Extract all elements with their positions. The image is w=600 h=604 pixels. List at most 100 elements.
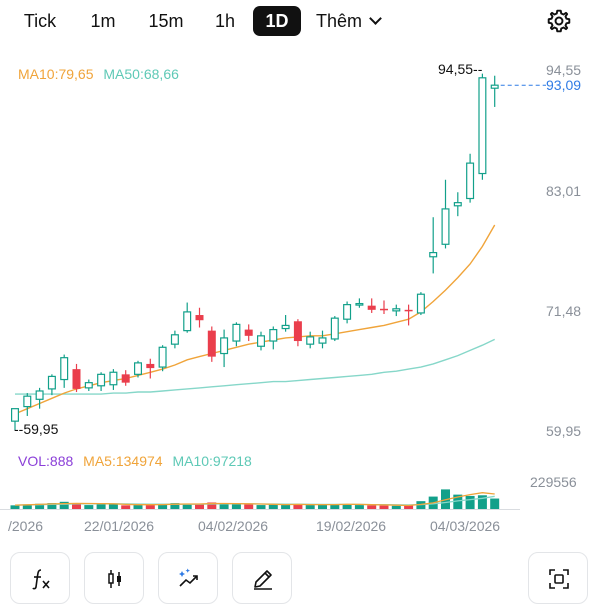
volume-bar <box>244 504 254 509</box>
date-label: 04/03/2026 <box>430 518 501 534</box>
volume-bar <box>108 504 118 509</box>
min-price-marker: -- <box>14 421 24 437</box>
volume-bar <box>256 505 266 509</box>
candle-body <box>429 252 438 258</box>
max-price-marker: -- <box>473 61 483 77</box>
volume-bar <box>465 495 475 509</box>
tab-more-label: Thêm <box>316 11 363 31</box>
tab-1m[interactable]: 1m <box>90 11 116 31</box>
ma50-legend: MA50:68,66 <box>103 66 179 82</box>
volume-bar <box>379 505 389 509</box>
price-scale-mid-upper: 83,01 <box>546 183 582 199</box>
volume-bar <box>367 505 377 509</box>
ma10-line <box>14 224 496 415</box>
volume-bar <box>133 504 143 509</box>
drawing-tool-button[interactable] <box>232 552 292 604</box>
volume-ma5-line <box>14 492 495 507</box>
candle-body <box>269 328 278 342</box>
volume-bar <box>342 504 352 509</box>
candle-body <box>146 363 155 369</box>
candle-body <box>478 77 487 175</box>
candle-body <box>170 334 179 345</box>
candle-body <box>330 317 339 340</box>
candle-body <box>281 324 290 330</box>
fullscreen-icon <box>549 569 569 589</box>
candle-body <box>60 357 69 381</box>
volume-bar <box>47 503 57 509</box>
max-price-value: 94,55 <box>438 61 474 77</box>
volume-bar <box>35 503 45 509</box>
candle-body <box>72 369 81 389</box>
volume-bar <box>158 503 168 509</box>
candle-body <box>380 308 388 311</box>
candle-body <box>84 382 93 389</box>
volume-bar <box>22 504 32 509</box>
candle-body <box>207 330 216 357</box>
volume-bar <box>490 498 500 509</box>
candle-body <box>23 395 32 408</box>
candle-body <box>404 309 413 312</box>
vol-ma5-legend: MA5:134974 <box>83 453 163 469</box>
tab-more[interactable]: Thêm <box>316 6 398 36</box>
volume-bar <box>231 504 241 509</box>
formula-icon <box>32 569 50 590</box>
date-label: 22/01/2026 <box>84 518 155 534</box>
candle-body <box>121 374 130 383</box>
volume-bar <box>354 505 364 509</box>
volume-bar <box>121 505 131 509</box>
vol-legend: VOL:888 <box>18 453 74 469</box>
candle-body <box>47 375 56 390</box>
volume-bar <box>219 504 229 509</box>
candle-body <box>97 373 106 387</box>
candle-body <box>257 335 266 347</box>
volume-bar <box>59 501 69 509</box>
candle-body <box>367 305 376 310</box>
candle-body <box>392 308 401 312</box>
date-label: 19/02/2026 <box>316 518 387 534</box>
candle-body <box>220 337 229 355</box>
volume-bar <box>404 505 414 509</box>
price-scale-low: 59,95 <box>546 423 582 439</box>
tab-1h[interactable]: 1h <box>214 11 236 31</box>
indicator-button[interactable] <box>10 552 70 604</box>
candle-body <box>183 311 192 332</box>
smart-analysis-button[interactable] <box>158 552 218 604</box>
vol-ma10-legend: MA10:97218 <box>172 453 252 469</box>
chart-type-button[interactable] <box>84 552 144 604</box>
min-price-annotation: --59,95 <box>14 421 58 437</box>
volume-bar <box>207 502 217 509</box>
candle-body <box>293 321 302 342</box>
candle-body <box>158 346 167 368</box>
price-chart[interactable] <box>0 0 600 545</box>
candle-body <box>466 162 475 200</box>
candle-body <box>244 329 253 336</box>
candle-body <box>134 362 143 375</box>
volume-scale-max: 229556 <box>530 474 577 490</box>
volume-legend: VOL:888 MA5:134974 MA10:97218 <box>18 453 252 469</box>
ma50-line <box>15 338 495 395</box>
candlestick-icon <box>108 570 121 588</box>
tab-15m[interactable]: 15m <box>148 11 184 31</box>
tab-1d[interactable]: 1D <box>253 6 301 36</box>
price-scale-high: 94,55 <box>546 62 582 78</box>
candle-body <box>109 371 118 386</box>
candle-body <box>355 302 364 306</box>
volume-bar <box>268 504 278 509</box>
volume-bar <box>96 504 106 509</box>
candle-body <box>343 304 352 320</box>
ma10-legend: MA10:79,65 <box>18 66 94 82</box>
candle-body <box>416 293 425 314</box>
min-price-value: 59,95 <box>23 421 59 437</box>
candle-body <box>35 390 44 400</box>
pencil-icon <box>254 570 272 590</box>
gear-icon[interactable] <box>546 8 572 34</box>
tab-tick[interactable]: Tick <box>23 11 57 31</box>
volume-bar <box>195 504 204 509</box>
volume-bar <box>281 504 291 509</box>
volume-bar <box>10 505 20 509</box>
volume-bar <box>145 505 155 509</box>
volume-bar <box>305 505 315 509</box>
max-price-annotation: 94,55-- <box>438 61 482 77</box>
volume-bar <box>318 504 327 509</box>
fullscreen-button[interactable] <box>528 552 588 604</box>
